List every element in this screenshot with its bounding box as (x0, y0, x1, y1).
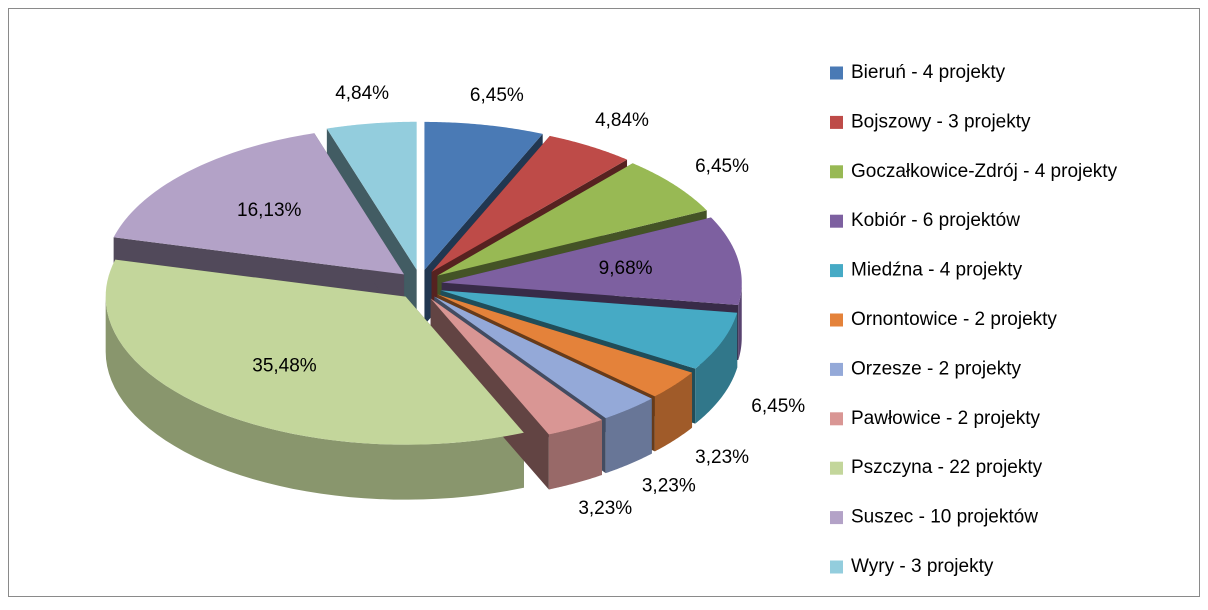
pie-slice (424, 121, 543, 270)
data-label: 4,84% (595, 110, 649, 131)
legend-label: Suszec - 10 projektów (851, 507, 1038, 528)
legend-swatch (830, 511, 843, 525)
legend-label: Bieruń - 4 projekty (851, 62, 1006, 83)
data-label: 9,68% (599, 258, 653, 279)
pie-slice (434, 296, 652, 419)
pie-slice (430, 298, 602, 435)
legend-swatch (830, 461, 843, 475)
slice-outer-side (738, 282, 742, 361)
pie-slice (440, 290, 738, 369)
pie-slice (437, 163, 707, 276)
pie-slice (105, 259, 524, 445)
data-labels: 6,45% 4,84% 6,45% 9,68% 6,45% 3,23% 3,23% 3,23%… (237, 83, 805, 519)
pie-slice (441, 217, 742, 306)
legend-label: Orzesze - 2 projekty (851, 358, 1021, 379)
legend-label: Ornontowice - 2 projekty (851, 309, 1057, 330)
pie-slice (113, 133, 405, 275)
legend-label: Wyry - 3 projekty (851, 556, 994, 577)
legend-swatch (830, 214, 843, 228)
slice-outer-side (548, 419, 602, 490)
legend-label: Pawłowice - 2 projekty (851, 408, 1041, 429)
legend-swatch (830, 560, 843, 574)
slice-tops (105, 121, 742, 445)
pie-slice (437, 294, 693, 397)
data-label: 3,23% (695, 447, 749, 468)
data-label: 6,45% (751, 396, 805, 417)
legend-swatch (830, 362, 843, 376)
slice-outer-side (654, 372, 693, 452)
legend-label: Pszczyna - 22 projekty (851, 457, 1043, 478)
legend-swatch (830, 313, 843, 327)
legend-swatch (830, 115, 843, 129)
pie-slice (431, 135, 628, 272)
legend-label: Goczałkowice-Zdrój - 4 projekty (851, 161, 1118, 182)
data-label: 16,13% (237, 200, 302, 221)
slice-outer-side (695, 312, 738, 424)
data-label: 3,23% (578, 498, 632, 519)
legend-swatch (830, 264, 843, 278)
legend-swatch (830, 66, 843, 80)
data-label: 6,45% (470, 85, 524, 106)
data-label: 6,45% (695, 156, 749, 177)
legend-swatch (830, 165, 843, 179)
legend: Bieruń - 4 projekty Bojszowy - 3 projekty… (830, 62, 1118, 577)
legend-swatch (830, 412, 843, 426)
legend-label: Miedźna - 4 projekty (851, 260, 1023, 281)
data-label: 35,48% (252, 355, 317, 376)
legend-label: Kobiór - 6 projektów (851, 210, 1020, 231)
slice-outer-side (605, 398, 652, 474)
legend-label: Bojszowy - 3 projekty (851, 111, 1031, 132)
data-label: 4,84% (335, 83, 389, 104)
data-label: 3,23% (642, 475, 696, 496)
slice-outer-side (105, 296, 524, 500)
pie-slice (326, 121, 417, 270)
